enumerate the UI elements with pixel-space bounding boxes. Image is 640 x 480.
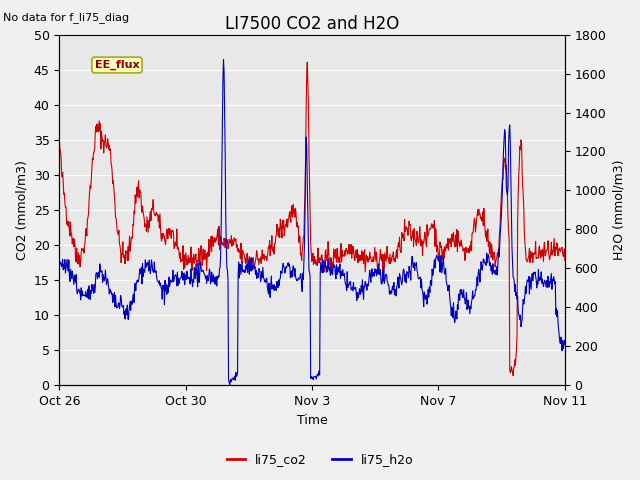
Text: No data for f_li75_diag: No data for f_li75_diag bbox=[3, 12, 129, 23]
Legend: li75_co2, li75_h2o: li75_co2, li75_h2o bbox=[221, 448, 419, 471]
Text: EE_flux: EE_flux bbox=[95, 60, 140, 70]
Y-axis label: H2O (mmol/m3): H2O (mmol/m3) bbox=[612, 160, 625, 260]
Title: LI7500 CO2 and H2O: LI7500 CO2 and H2O bbox=[225, 15, 399, 33]
Y-axis label: CO2 (mmol/m3): CO2 (mmol/m3) bbox=[15, 160, 28, 260]
X-axis label: Time: Time bbox=[297, 414, 328, 427]
